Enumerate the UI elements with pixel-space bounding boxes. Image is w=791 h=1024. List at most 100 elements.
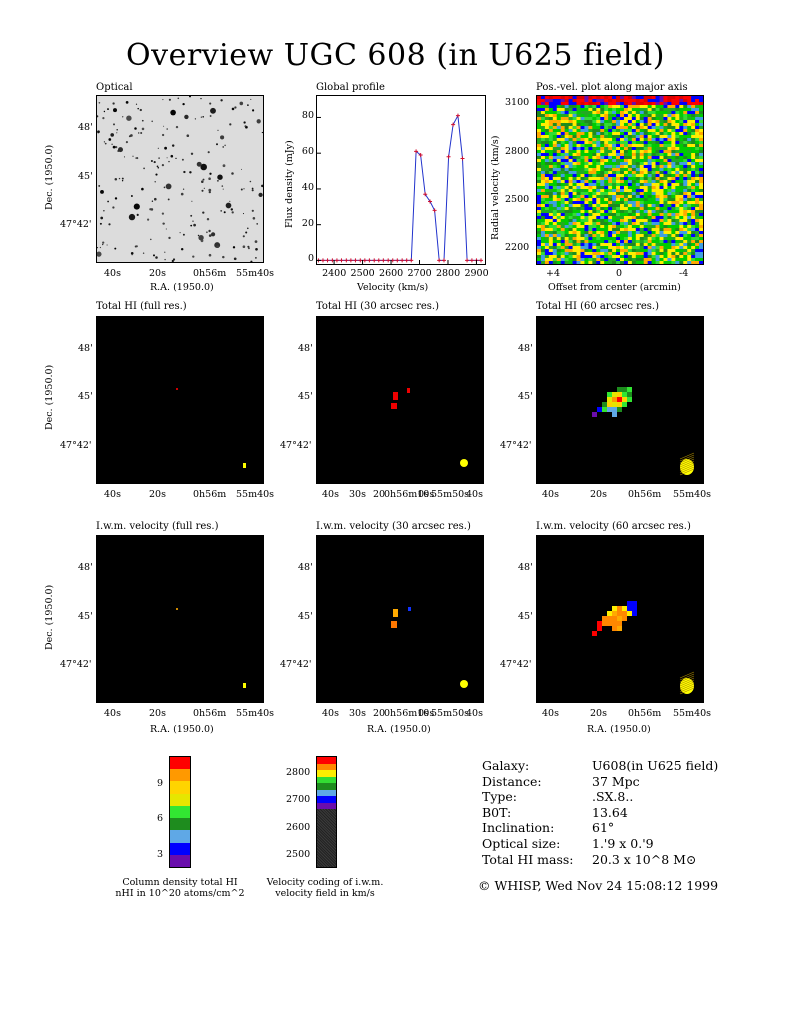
pv-pixel — [596, 180, 601, 184]
star — [261, 184, 263, 188]
pv-pixel — [572, 96, 577, 100]
pv-pixel — [537, 201, 542, 205]
pv-pixel — [699, 222, 703, 226]
pv-pixel — [663, 126, 668, 130]
pv-pixel — [584, 183, 589, 187]
pv-pixel — [600, 201, 605, 205]
pv-pixel — [683, 195, 688, 199]
pv-pixel — [616, 144, 621, 148]
pv-pixel — [647, 228, 652, 232]
pv-pixel — [695, 255, 700, 259]
pv-pixel — [655, 180, 660, 184]
pv-pixel — [592, 120, 597, 124]
column-density-caption: Column density total HI nHI in 10^20 ato… — [115, 877, 245, 899]
star — [233, 257, 237, 261]
pv-pixel — [548, 102, 554, 106]
pv-pixel — [671, 225, 676, 229]
star — [114, 177, 118, 181]
pv-pixel — [540, 261, 546, 264]
pv-pixel — [647, 171, 652, 175]
pv-pixel — [544, 114, 550, 118]
star — [99, 222, 102, 225]
dec-tick: 45' — [78, 171, 93, 182]
pv-pixel — [667, 258, 672, 262]
pv-pixel — [655, 165, 660, 169]
ra-axis-label: R.A. (1950.0) — [587, 724, 651, 735]
colorbar-segment — [317, 763, 336, 770]
pv-pixel — [537, 135, 542, 139]
pv-pixel — [588, 186, 593, 190]
pv-pixel — [568, 105, 573, 109]
pv-pixel — [548, 258, 554, 262]
star — [157, 166, 160, 169]
pv-pixel — [560, 216, 565, 220]
star — [189, 96, 191, 98]
pv-pixel — [600, 135, 605, 139]
pv-pixel — [635, 246, 641, 250]
pv-pixel — [596, 258, 601, 262]
pv-pixel — [612, 219, 617, 223]
pv-pixel — [667, 168, 672, 172]
pv-pixel — [647, 183, 652, 187]
pv-pixel — [600, 225, 605, 229]
pv-pixel — [639, 210, 645, 214]
pv-pixel — [639, 144, 645, 148]
pv-pixel — [659, 150, 664, 154]
pv-pixel — [699, 96, 703, 100]
pv-pixel — [552, 237, 558, 241]
pv-pixel — [679, 243, 684, 247]
pv-pixel — [588, 258, 593, 262]
map-pixel — [622, 402, 627, 407]
pv-pixel — [687, 114, 692, 118]
pv-pixel — [679, 180, 684, 184]
colorbar-tick: 3 — [157, 849, 164, 860]
pv-pixel — [608, 222, 613, 226]
star — [123, 156, 126, 158]
pv-pixel — [683, 216, 688, 220]
pv-pixel — [679, 105, 684, 109]
pv-pixel — [671, 204, 676, 208]
pv-pixel — [612, 102, 617, 106]
pv-pixel — [623, 210, 629, 214]
pv-pixel — [564, 99, 569, 103]
pv-pixel — [687, 147, 692, 151]
pv-pixel — [687, 198, 692, 202]
pv-pixel — [663, 147, 668, 151]
pv-pixel — [659, 159, 664, 163]
pv-pixel — [651, 123, 656, 127]
pv-pixel — [695, 258, 700, 262]
pv-pixel — [612, 204, 617, 208]
pv-pixel — [568, 231, 573, 235]
pv-pixel — [659, 261, 664, 264]
pv-pixel — [580, 138, 585, 142]
pv-pixel — [560, 171, 565, 175]
pv-pixel — [616, 210, 621, 214]
pv-pixel — [687, 237, 692, 241]
pv-pixel — [556, 252, 562, 256]
pv-pixel — [600, 102, 605, 106]
star — [244, 125, 247, 128]
pv-pixel — [584, 189, 589, 193]
pv-pixel — [588, 123, 593, 127]
pv-pixel — [620, 216, 625, 220]
star — [230, 208, 233, 211]
profile-point — [437, 258, 442, 263]
pv-pixel — [620, 138, 625, 142]
profile-point — [409, 258, 414, 263]
pv-pixel — [616, 171, 621, 175]
pv-pixel — [600, 234, 605, 238]
pv-pixel — [576, 237, 581, 241]
pv-pixel — [568, 132, 573, 136]
pv-pixel — [584, 213, 589, 217]
flux-axis-label: Flux density (mJy) — [284, 140, 295, 228]
pv-pixel — [616, 138, 621, 142]
pv-pixel — [651, 213, 656, 217]
pv-pixel — [671, 252, 676, 256]
pv-pixel — [683, 108, 688, 112]
dec-tick: 45' — [298, 611, 313, 622]
pv-pixel — [627, 240, 633, 244]
pv-pixel — [671, 117, 676, 121]
star — [168, 236, 171, 240]
pv-pixel — [580, 96, 585, 100]
pv-pixel — [592, 105, 597, 109]
